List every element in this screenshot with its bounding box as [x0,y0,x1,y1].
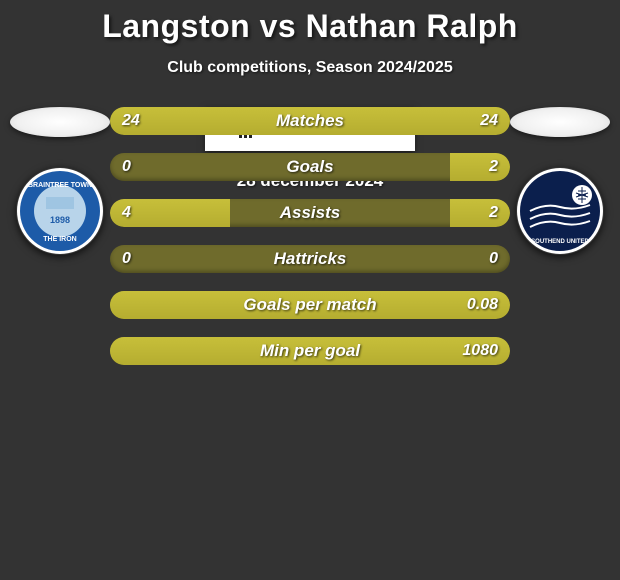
svg-text:THE IRON: THE IRON [43,236,76,243]
player-right-avatar [510,107,610,137]
stat-value-right: 2 [489,153,498,181]
stat-label: Hattricks [110,245,510,273]
club-crest-right: SOUTHEND UNITED [516,167,604,255]
stat-value-left: 0 [122,245,131,273]
svg-text:SOUTHEND UNITED: SOUTHEND UNITED [531,239,589,245]
stat-bars: Matches2424Goals02Assists42Hattricks00Go… [110,107,510,383]
stat-bar: Goals per match0.08 [110,291,510,319]
stat-value-left: 24 [122,107,140,135]
player-left-column: BRAINTREE TOWN THE IRON 1898 [0,107,120,255]
stat-value-left: 4 [122,199,131,227]
stat-label: Assists [110,199,510,227]
page-title: Langston vs Nathan Ralph [0,0,620,45]
stat-value-right: 2 [489,199,498,227]
club-crest-left: BRAINTREE TOWN THE IRON 1898 [16,167,104,255]
stat-label: Goals [110,153,510,181]
stat-label: Min per goal [110,337,510,365]
stat-bar: Assists4 2 [110,199,510,227]
stat-value-right: 1080 [462,337,498,365]
stat-bar: Hattricks0 0 [110,245,510,273]
stat-value-right: 24 [480,107,498,135]
stat-value-left: 0 [122,153,131,181]
stat-bar: Min per goal1080 [110,337,510,365]
stat-value-right: 0.08 [467,291,498,319]
crest-right-svg: SOUTHEND UNITED [516,167,604,255]
page-subtitle: Club competitions, Season 2024/2025 [0,59,620,77]
player-right-column: SOUTHEND UNITED [500,107,620,255]
stat-bar: Matches24 24 [110,107,510,135]
stat-label: Goals per match [110,291,510,319]
stat-bar: Goals0 2 [110,153,510,181]
player-left-avatar [10,107,110,137]
stat-label: Matches [110,107,510,135]
svg-text:BRAINTREE TOWN: BRAINTREE TOWN [28,182,92,189]
stat-value-right: 0 [489,245,498,273]
svg-text:1898: 1898 [50,215,70,225]
crest-left-svg: BRAINTREE TOWN THE IRON 1898 [16,167,104,255]
